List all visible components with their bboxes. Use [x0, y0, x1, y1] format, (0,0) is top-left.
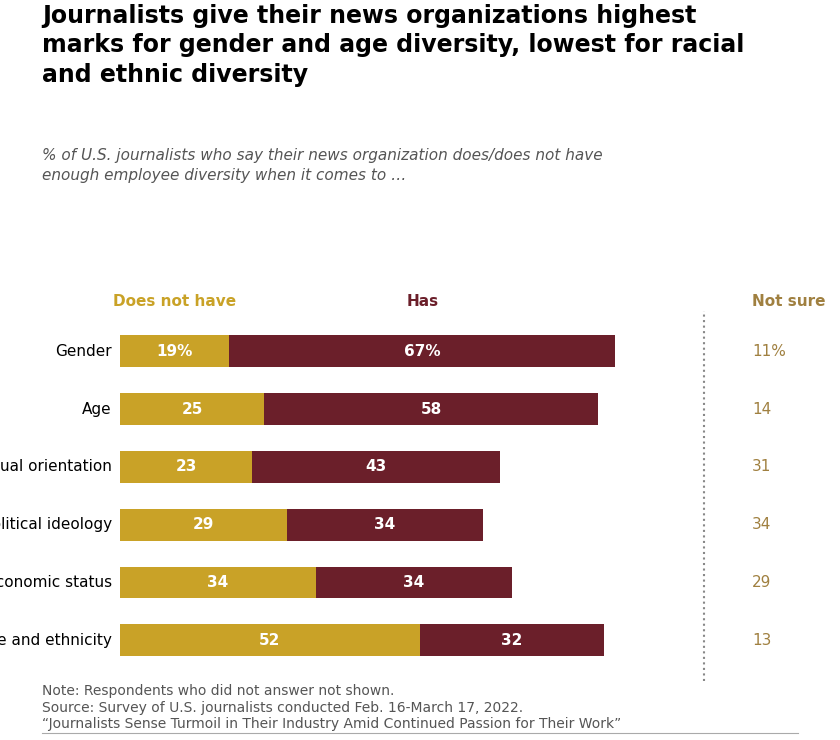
- Text: 19%: 19%: [156, 344, 193, 359]
- Text: Socioeconomic status: Socioeconomic status: [0, 575, 112, 590]
- Bar: [253, 451, 500, 482]
- Text: % of U.S. journalists who say their news organization does/does not have
enough : % of U.S. journalists who say their news…: [42, 148, 602, 183]
- Bar: [120, 567, 316, 599]
- Bar: [120, 335, 229, 367]
- Text: 23: 23: [176, 460, 197, 474]
- Bar: [120, 393, 264, 425]
- Text: Political ideology: Political ideology: [0, 517, 112, 532]
- Text: 52: 52: [259, 633, 281, 648]
- Bar: [120, 451, 253, 482]
- Text: 31: 31: [752, 460, 771, 474]
- Bar: [316, 567, 512, 599]
- Text: 43: 43: [365, 460, 387, 474]
- Text: 34: 34: [207, 575, 228, 590]
- Text: 58: 58: [420, 402, 442, 417]
- Text: 25: 25: [181, 402, 202, 417]
- Text: Gender: Gender: [55, 344, 112, 359]
- Text: 34: 34: [403, 575, 424, 590]
- Text: 29: 29: [752, 575, 771, 590]
- Text: 13: 13: [752, 633, 771, 648]
- Text: Race and ethnicity: Race and ethnicity: [0, 633, 112, 648]
- Bar: [229, 335, 616, 367]
- Bar: [120, 625, 419, 656]
- Text: Journalists give their news organizations highest
marks for gender and age diver: Journalists give their news organization…: [42, 4, 744, 87]
- Text: Age: Age: [82, 402, 112, 417]
- Bar: [120, 509, 287, 541]
- Text: 34: 34: [375, 517, 396, 532]
- Text: 34: 34: [752, 517, 771, 532]
- Text: Does not have: Does not have: [113, 295, 236, 309]
- Text: “Journalists Sense Turmoil in Their Industry Amid Continued Passion for Their Wo: “Journalists Sense Turmoil in Their Indu…: [42, 717, 622, 731]
- Text: Not sure: Not sure: [752, 295, 826, 309]
- Text: 29: 29: [193, 517, 214, 532]
- Text: Source: Survey of U.S. journalists conducted Feb. 16-March 17, 2022.: Source: Survey of U.S. journalists condu…: [42, 701, 523, 715]
- Text: 32: 32: [501, 633, 522, 648]
- Text: Has: Has: [407, 295, 438, 309]
- Text: Note: Respondents who did not answer not shown.: Note: Respondents who did not answer not…: [42, 684, 394, 699]
- Text: 14: 14: [752, 402, 771, 417]
- Text: Sexual orientation: Sexual orientation: [0, 460, 112, 474]
- Text: 11%: 11%: [752, 344, 786, 359]
- Bar: [264, 393, 598, 425]
- Text: 67%: 67%: [404, 344, 441, 359]
- Bar: [287, 509, 483, 541]
- Bar: [419, 625, 604, 656]
